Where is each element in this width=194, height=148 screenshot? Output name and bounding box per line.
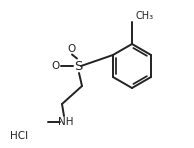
Text: S: S [74, 59, 82, 73]
Text: O: O [51, 61, 59, 71]
Text: HCl: HCl [10, 131, 28, 141]
Text: O: O [68, 44, 76, 54]
Text: NH: NH [58, 117, 74, 127]
Text: CH₃: CH₃ [136, 11, 154, 21]
